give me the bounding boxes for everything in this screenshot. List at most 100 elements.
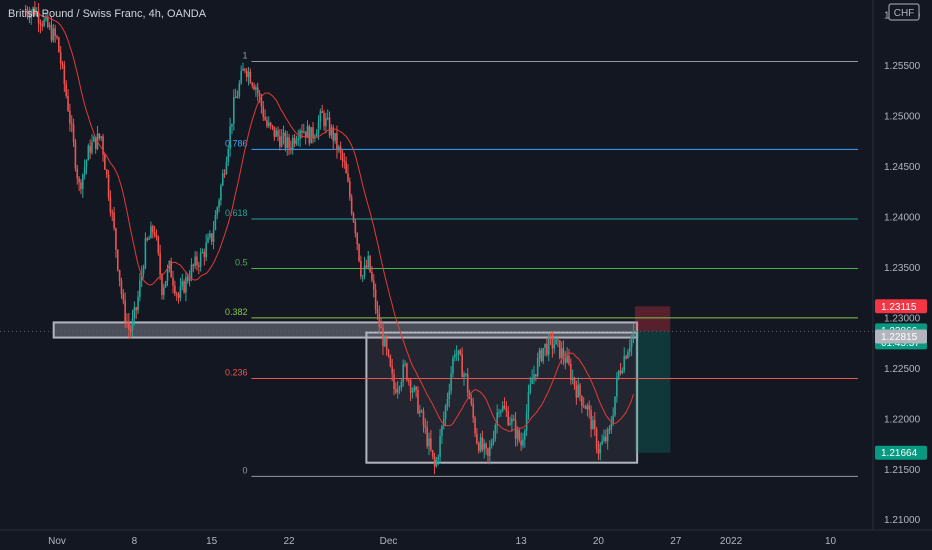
candle-body — [212, 229, 215, 242]
fib-level-label: 0.236 — [225, 367, 248, 377]
candle-body — [161, 274, 163, 296]
candle-body — [330, 127, 333, 136]
candle-body — [488, 446, 491, 457]
candle-body — [391, 366, 393, 374]
candle-body — [599, 444, 602, 454]
candle-body — [293, 137, 296, 144]
candle-body — [479, 437, 482, 451]
candle-body — [337, 146, 340, 150]
candle-body — [32, 7, 34, 12]
candle-body — [304, 131, 307, 138]
candle-body — [363, 265, 366, 276]
candle-body — [181, 281, 184, 287]
candle-body — [271, 125, 274, 127]
candle-body — [481, 437, 484, 450]
candle-body — [632, 330, 635, 337]
candle-body — [302, 131, 305, 133]
candle-body — [129, 329, 132, 332]
candle-body — [341, 152, 344, 161]
candle-body — [433, 455, 436, 467]
candle-body — [94, 136, 97, 149]
candle-body — [301, 130, 303, 133]
candle-body — [605, 436, 607, 442]
candle-body — [122, 293, 125, 301]
candle-body — [288, 137, 290, 148]
candle-body — [396, 388, 399, 393]
candle-body — [220, 185, 222, 201]
candle-body — [371, 271, 373, 281]
candle-body — [277, 130, 279, 137]
candle-body — [617, 370, 620, 378]
candle-body — [242, 69, 244, 71]
candle-body — [487, 448, 489, 457]
candle-body — [266, 120, 268, 127]
candle-body — [179, 286, 182, 298]
candle-body — [214, 214, 217, 230]
candle-body — [514, 420, 517, 439]
candle-body — [159, 252, 161, 275]
candle-body — [273, 126, 276, 137]
candle-body — [334, 133, 336, 141]
candle-body — [454, 354, 456, 358]
candle-body — [358, 243, 360, 261]
candle-body — [579, 384, 581, 396]
candle-body — [385, 337, 388, 350]
candle-body — [437, 456, 440, 460]
y-tick-label: 1.21500 — [884, 465, 921, 476]
candle-body — [601, 441, 603, 445]
candle-body — [297, 138, 300, 141]
candle-body — [275, 130, 277, 137]
price-tag — [875, 329, 927, 344]
candle-body — [126, 321, 128, 323]
candle-body — [555, 339, 557, 345]
candle-body — [378, 313, 381, 327]
candle-body — [332, 127, 335, 141]
candle-body — [139, 280, 141, 297]
candle-body — [174, 285, 176, 294]
y-tick-label: 1.24500 — [884, 162, 921, 173]
candle-body — [310, 127, 312, 144]
candle-body — [245, 70, 248, 78]
candle-body — [490, 443, 493, 447]
candle-body — [115, 228, 117, 250]
candle-body — [562, 348, 565, 359]
candle-body — [111, 212, 114, 214]
candle-body — [623, 356, 626, 371]
candle-body — [46, 16, 49, 27]
candle-body — [194, 256, 196, 266]
fib-level-label: 0 — [242, 465, 247, 475]
candle-body — [150, 226, 152, 239]
candle-body — [516, 429, 519, 439]
candle-body — [155, 234, 158, 237]
candle-body — [402, 364, 405, 382]
x-tick-label: 8 — [132, 536, 138, 547]
candle-body — [124, 300, 126, 322]
candle-body — [538, 349, 541, 359]
candle-body — [87, 145, 90, 161]
candle-body — [170, 261, 172, 278]
fib-level-label: 0.382 — [225, 307, 248, 317]
candle-body — [422, 411, 425, 426]
candle-body — [146, 238, 149, 240]
candle-body — [317, 121, 320, 134]
candle-body — [523, 430, 526, 440]
candle-body — [525, 411, 528, 431]
candle-body — [142, 268, 145, 274]
candle-body — [80, 182, 82, 189]
candle-body — [105, 169, 108, 175]
candle-body — [113, 212, 115, 229]
candle-body — [221, 173, 224, 186]
candle-body — [520, 440, 522, 446]
candle-body — [417, 390, 419, 414]
candle-body — [264, 117, 266, 121]
candle-body — [627, 351, 629, 359]
candle-body — [83, 167, 86, 175]
candle-body — [107, 174, 110, 198]
candle-body — [102, 136, 104, 155]
range-box — [365, 331, 639, 464]
candle-body — [529, 383, 532, 393]
candle-body — [597, 448, 600, 454]
candle-body — [279, 136, 281, 147]
